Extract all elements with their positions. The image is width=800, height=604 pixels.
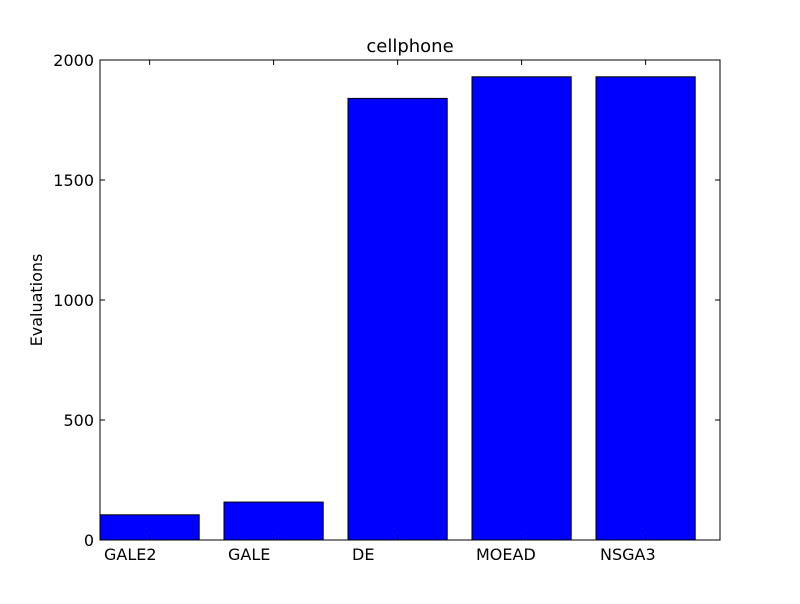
y-tick-label: 2000 xyxy=(53,51,94,70)
y-axis-label: Evaluations xyxy=(27,254,46,347)
bar-de xyxy=(347,97,448,541)
chart-title: cellphone xyxy=(366,36,453,57)
x-tick-label-nsga3: NSGA3 xyxy=(600,545,656,564)
bar-moead xyxy=(471,76,572,541)
bar-nsga3 xyxy=(595,76,696,541)
plot-frame xyxy=(99,59,721,541)
y-tick-label: 1000 xyxy=(53,291,94,310)
x-tick-label-gale2: GALE2 xyxy=(104,545,157,564)
x-tick-labels: GALE2 GALE DE MOEAD NSGA3 xyxy=(104,545,656,564)
x-tick-label-moead: MOEAD xyxy=(476,545,536,564)
y-tick-label: 1500 xyxy=(53,171,94,190)
x-tick-label-gale: GALE xyxy=(228,545,270,564)
y-tick-label: 0 xyxy=(84,531,94,550)
x-tick-label-de: DE xyxy=(352,545,374,564)
bar-gale xyxy=(223,501,324,541)
y-tick-label: 500 xyxy=(63,411,94,430)
y-ticks: 0 500 1000 1500 2000 xyxy=(53,51,720,550)
bars xyxy=(99,76,696,541)
